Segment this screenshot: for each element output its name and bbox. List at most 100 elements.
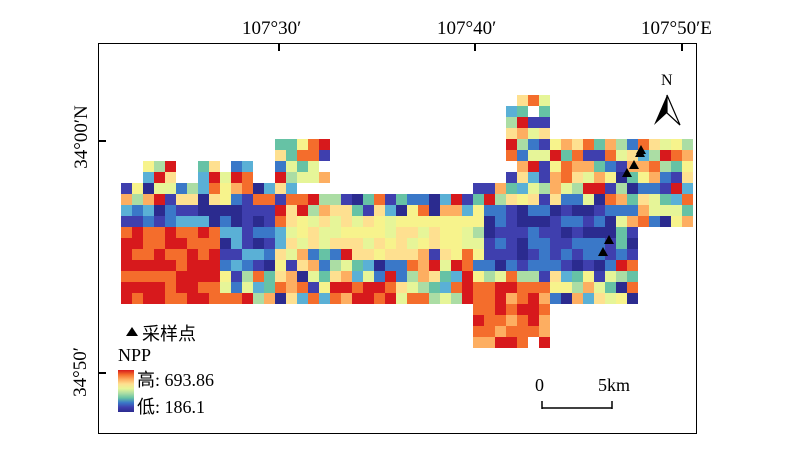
npp-pixel — [374, 249, 385, 260]
npp-pixel — [682, 205, 693, 216]
npp-pixel — [176, 227, 187, 238]
npp-pixel — [594, 172, 605, 183]
npp-pixel — [682, 161, 693, 172]
npp-pixel — [275, 271, 286, 282]
npp-pixel — [451, 194, 462, 205]
npp-pixel — [561, 205, 572, 216]
npp-pixel — [682, 139, 693, 150]
npp-pixel — [473, 205, 484, 216]
npp-pixel — [616, 194, 627, 205]
npp-pixel — [407, 271, 418, 282]
npp-pixel — [407, 260, 418, 271]
npp-pixel — [473, 315, 484, 326]
npp-pixel — [374, 205, 385, 216]
npp-pixel — [187, 183, 198, 194]
npp-pixel — [539, 117, 550, 128]
npp-pixel — [253, 216, 264, 227]
top-tick-2 — [474, 43, 476, 51]
npp-pixel — [484, 238, 495, 249]
npp-pixel — [308, 227, 319, 238]
npp-pixel — [319, 271, 330, 282]
npp-pixel — [484, 216, 495, 227]
npp-pixel — [286, 238, 297, 249]
npp-pixel — [605, 161, 616, 172]
npp-pixel — [484, 293, 495, 304]
npp-pixel — [528, 282, 539, 293]
npp-pixel — [451, 293, 462, 304]
npp-pixel — [220, 183, 231, 194]
npp-pixel — [616, 139, 627, 150]
npp-pixel — [253, 271, 264, 282]
npp-pixel — [528, 293, 539, 304]
npp-pixel — [198, 161, 209, 172]
npp-pixel — [594, 150, 605, 161]
scale-end-label: 5km — [598, 375, 631, 395]
npp-pixel — [495, 194, 506, 205]
npp-pixel — [286, 227, 297, 238]
npp-pixel — [594, 183, 605, 194]
npp-pixel — [286, 260, 297, 271]
npp-pixel — [616, 227, 627, 238]
sample-point-marker — [629, 160, 639, 169]
npp-pixel — [583, 282, 594, 293]
npp-pixel — [550, 172, 561, 183]
npp-pixel — [671, 205, 682, 216]
npp-pixel — [341, 205, 352, 216]
npp-pixel — [352, 227, 363, 238]
npp-pixel — [231, 161, 242, 172]
npp-pixel — [176, 293, 187, 304]
npp-pixel — [374, 260, 385, 271]
npp-pixel — [363, 249, 374, 260]
npp-pixel — [264, 271, 275, 282]
npp-pixel — [264, 249, 275, 260]
npp-pixel — [319, 227, 330, 238]
npp-pixel — [209, 260, 220, 271]
npp-pixel — [187, 216, 198, 227]
npp-pixel — [242, 172, 253, 183]
npp-pixel — [473, 249, 484, 260]
npp-pixel — [385, 249, 396, 260]
npp-pixel — [143, 293, 154, 304]
npp-pixel — [517, 282, 528, 293]
npp-pixel — [583, 194, 594, 205]
npp-pixel — [165, 249, 176, 260]
npp-pixel — [297, 271, 308, 282]
npp-pixel — [187, 194, 198, 205]
npp-pixel — [352, 205, 363, 216]
npp-pixel — [154, 238, 165, 249]
npp-pixel — [572, 183, 583, 194]
npp-pixel — [165, 282, 176, 293]
npp-pixel — [121, 183, 132, 194]
npp-pixel — [682, 216, 693, 227]
npp-pixel — [506, 227, 517, 238]
npp-pixel — [528, 304, 539, 315]
npp-pixel — [495, 271, 506, 282]
npp-pixel — [649, 172, 660, 183]
npp-pixel — [286, 183, 297, 194]
npp-pixel — [154, 227, 165, 238]
npp-pixel — [176, 194, 187, 205]
npp-pixel — [132, 183, 143, 194]
npp-pixel — [528, 172, 539, 183]
npp-pixel — [517, 326, 528, 337]
longitude-label-107-50: 107°50′E — [641, 18, 712, 39]
npp-pixel — [253, 238, 264, 249]
npp-pixel — [506, 304, 517, 315]
npp-pixel — [660, 194, 671, 205]
npp-pixel — [242, 249, 253, 260]
npp-pixel — [396, 238, 407, 249]
npp-pixel — [132, 249, 143, 260]
npp-pixel — [550, 216, 561, 227]
npp-pixel — [176, 238, 187, 249]
npp-pixel — [220, 282, 231, 293]
npp-pixel — [440, 227, 451, 238]
npp-pixel — [473, 293, 484, 304]
npp-pixel — [495, 293, 506, 304]
npp-pixel — [539, 238, 550, 249]
npp-pixel — [517, 238, 528, 249]
npp-pixel — [286, 293, 297, 304]
npp-pixel — [616, 183, 627, 194]
npp-pixel — [440, 260, 451, 271]
npp-pixel — [572, 238, 583, 249]
npp-pixel — [506, 337, 517, 348]
